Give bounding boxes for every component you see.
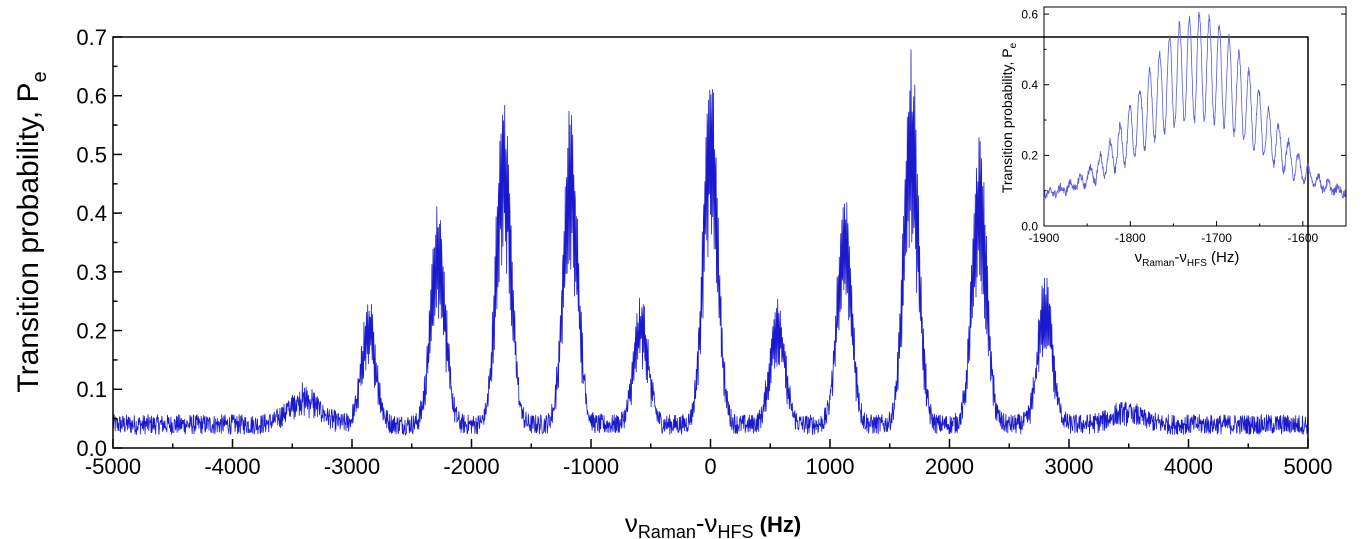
inset-x-axis-ticks: -1900 -1800 -1700 -1600	[1029, 221, 1319, 245]
inset-y-tick-label: 0.0	[1021, 219, 1038, 233]
main-series-line	[112, 49, 1309, 436]
inset-y-tick-label: 0.6	[1021, 7, 1038, 21]
inset-chart: -1900 -1800 -1700 -1600 0.0 0.2 0.4 0.6 νRaman…	[999, 6, 1347, 269]
inset-x-tick-label: -1800	[1115, 231, 1146, 245]
main-x-tick-label: 4000	[1164, 454, 1213, 479]
inset-y-tick-label: 0.2	[1021, 149, 1038, 163]
main-x-tick-label: -1000	[563, 454, 619, 479]
inset-x-axis-label: νRaman-νHFS (Hz)	[1135, 249, 1240, 269]
main-x-tick-label: 3000	[1045, 454, 1094, 479]
main-chart: -5000 -4000 -3000 -2000 -1000 0 1000 2000 3000 40…	[12, 25, 1332, 539]
inset-y-axis-label: Transition probability, Pe	[999, 42, 1019, 193]
inset-series-line	[1043, 11, 1347, 200]
main-x-tick-label: -3000	[324, 454, 380, 479]
main-x-tick-label: 0	[704, 454, 716, 479]
inset-axes-frame	[1043, 6, 1347, 227]
main-y-tick-label: 0.4	[76, 201, 107, 226]
main-axes-frame	[112, 36, 1309, 449]
main-x-tick-label: -5000	[85, 454, 141, 479]
main-y-tick-label: 0.7	[76, 25, 107, 50]
main-y-tick-label: 0.0	[76, 436, 107, 461]
inset-y-axis-ticks: 0.0 0.2 0.4 0.6	[1021, 7, 1346, 233]
main-y-tick-label: 0.6	[76, 84, 107, 109]
inset-x-tick-label: -1700	[1201, 231, 1232, 245]
main-x-tick-label: -4000	[204, 454, 260, 479]
main-y-tick-label: 0.1	[76, 377, 107, 402]
inset-plot-frame	[1043, 6, 1347, 227]
main-y-tick-label: 0.2	[76, 318, 107, 343]
inset-x-tick-label: -1600	[1288, 231, 1319, 245]
inset-x-tick-label: -1900	[1029, 231, 1060, 245]
inset-spectrum-trace	[1043, 11, 1347, 200]
main-x-tick-label: -2000	[443, 454, 499, 479]
inset-y-tick-label: 0.4	[1021, 78, 1038, 92]
main-x-axis-ticks: -5000 -4000 -3000 -2000 -1000 0 1000 2000 3000 40…	[85, 439, 1333, 479]
main-x-tick-label: 5000	[1284, 454, 1333, 479]
main-x-tick-label: 1000	[806, 454, 855, 479]
main-x-tick-label: 2000	[925, 454, 974, 479]
main-plot-frame	[112, 36, 1309, 449]
main-y-tick-label: 0.5	[76, 142, 107, 167]
main-x-axis-label: νRaman-νHFS (Hz)	[625, 508, 801, 539]
main-y-axis-ticks: 0.0 0.1 0.2 0.3 0.4 0.5 0.6 0.7	[76, 25, 122, 461]
main-y-tick-label: 0.3	[76, 260, 107, 285]
main-y-axis-label: Transition probability, Pe	[12, 71, 51, 392]
main-spectrum-trace	[112, 49, 1309, 436]
